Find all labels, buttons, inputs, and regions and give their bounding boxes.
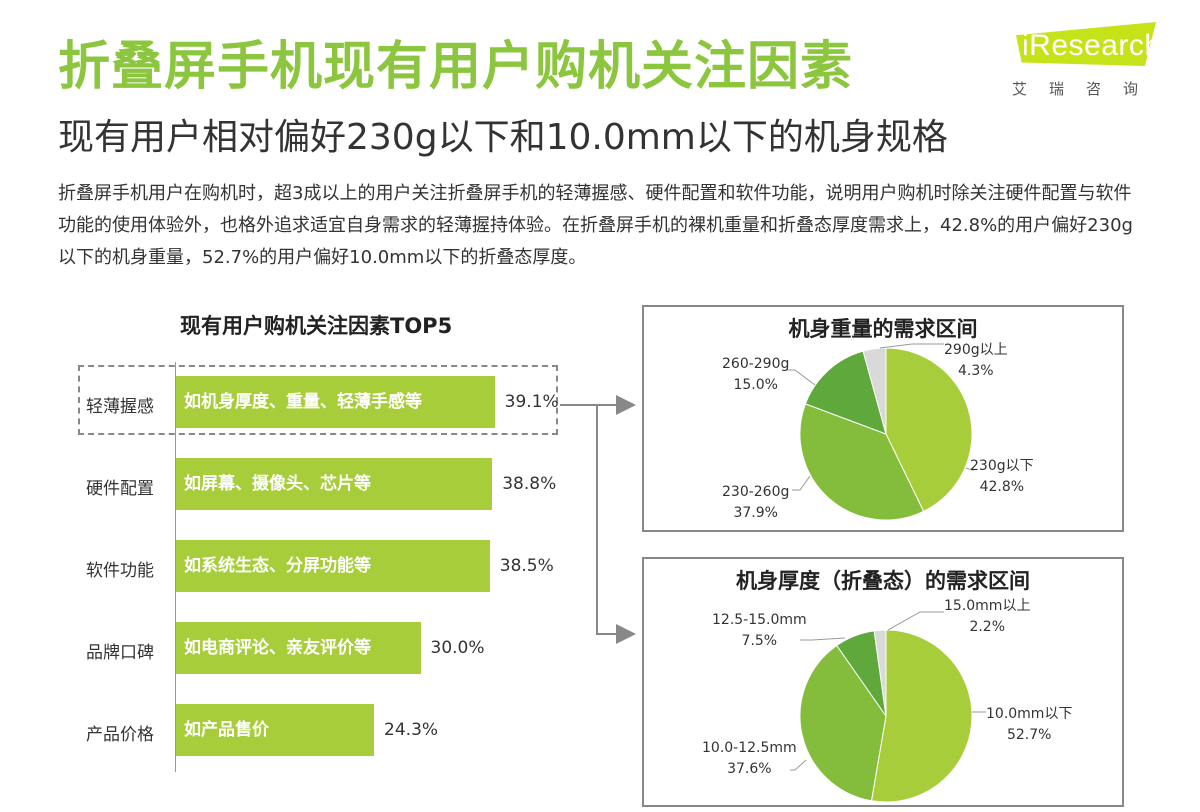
- pie-slice-percent: 15.0%: [733, 377, 778, 393]
- page-title: 折叠屏手机现有用户购机关注因素: [58, 37, 854, 97]
- pie-slice-label: 12.5-15.0mm 7.5%: [712, 610, 807, 652]
- pie-leader-line: [800, 637, 846, 641]
- bar: 如产品售价: [176, 704, 375, 756]
- pie-slice-name: 260-290g: [722, 356, 790, 372]
- pie-slice: [870, 629, 973, 803]
- bar: 如电商评论、亲友评价等: [176, 622, 421, 674]
- bar-inner-label: 如机身厚度、重量、轻薄手感等: [184, 392, 422, 412]
- bar-chart-title: 现有用户购机关注因素TOP5: [180, 314, 453, 338]
- pie-slice-label: 290g以上 4.3%: [944, 340, 1008, 382]
- pie-leader-line: [792, 475, 811, 491]
- bar-value-label: 39.1%: [504, 392, 559, 412]
- highlight-box: [78, 365, 558, 435]
- bar: 如屏幕、摄像头、芯片等: [176, 458, 493, 510]
- pie-slice: [862, 347, 887, 435]
- pie-leader-line: [965, 467, 974, 471]
- pie-slice-name: 10.0mm以下: [986, 706, 1073, 722]
- pie-slice-label: 10.0-12.5mm 37.6%: [702, 738, 797, 780]
- bar-value-label: 30.0%: [430, 638, 485, 658]
- pie-slice-label: 260-290g 15.0%: [722, 354, 789, 396]
- pie-leader-line: [879, 343, 944, 349]
- pie-slice-label: 230g以下 42.8%: [970, 456, 1034, 498]
- pie-slice-percent: 37.6%: [727, 761, 772, 777]
- bar-category-label: 轻薄握感: [86, 397, 154, 417]
- bar-category-label: 软件功能: [86, 561, 154, 581]
- description-text: 折叠屏手机用户在购机时，超3成以上的用户关注折叠屏手机的轻薄握感、硬件配置和软件…: [58, 183, 1133, 268]
- pie-slice-percent: 2.2%: [969, 619, 1006, 635]
- pie-leader-line: [790, 759, 807, 771]
- pie-slice-percent: 4.3%: [958, 363, 994, 379]
- thickness-pie-title: 机身厚度（折叠态）的需求区间: [736, 569, 1030, 593]
- pie-slice: [885, 347, 973, 513]
- logo-subtext: 艾瑞咨询: [1012, 80, 1161, 98]
- pie-slice-name: 10.0-12.5mm: [702, 740, 797, 756]
- weight-pie-title: 机身重量的需求区间: [788, 317, 978, 341]
- logo-text: iResearch: [1022, 29, 1162, 62]
- pie-slice: [799, 403, 925, 521]
- pie-slice-label: 230-260g 37.9%: [722, 482, 789, 524]
- bar: 如系统生态、分屏功能等: [176, 540, 490, 592]
- pie-slice-name: 12.5-15.0mm: [712, 612, 807, 628]
- pie-slice-label: 15.0mm以上 2.2%: [944, 596, 1030, 638]
- bar-inner-label: 如屏幕、摄像头、芯片等: [184, 474, 371, 494]
- bar-value-label: 24.3%: [384, 720, 439, 740]
- bar-inner-label: 如产品售价: [184, 720, 269, 740]
- bar-inner-label: 如系统生态、分屏功能等: [184, 556, 371, 576]
- pie-slice: [873, 629, 887, 717]
- pie-slice: [804, 350, 887, 435]
- pie-slice-name: 230-260g: [722, 484, 790, 500]
- bar-category-label: 产品价格: [86, 725, 154, 745]
- pie-slice-label: 10.0mm以下 52.7%: [986, 704, 1072, 746]
- pie-slice-percent: 37.9%: [733, 505, 778, 521]
- bar-chart-axis: [175, 362, 176, 772]
- pie-leader-line: [887, 611, 944, 631]
- pie-slice-name: 15.0mm以上: [944, 598, 1031, 614]
- pie-slice-name: 230g以下: [970, 458, 1034, 474]
- pie-slice-percent: 7.5%: [741, 633, 778, 649]
- bar-category-label: 硬件配置: [86, 479, 154, 499]
- pie-slice-name: 290g以上: [944, 342, 1008, 358]
- bar-category-label: 品牌口碑: [86, 643, 154, 663]
- connector-arrow-bottom: [596, 405, 636, 644]
- pie-leader-line: [785, 369, 816, 386]
- page-subtitle: 现有用户相对偏好230g以下和10.0mm以下的机身规格: [58, 117, 948, 158]
- bar-value-label: 38.5%: [499, 556, 554, 576]
- pie-slice-percent: 52.7%: [1006, 727, 1052, 743]
- bar-value-label: 38.8%: [502, 474, 557, 494]
- bar-inner-label: 如电商评论、亲友评价等: [184, 638, 371, 658]
- pie-slice: [799, 644, 887, 802]
- bar: 如机身厚度、重量、轻薄手感等: [176, 376, 495, 428]
- pie-slice-percent: 42.8%: [979, 479, 1025, 495]
